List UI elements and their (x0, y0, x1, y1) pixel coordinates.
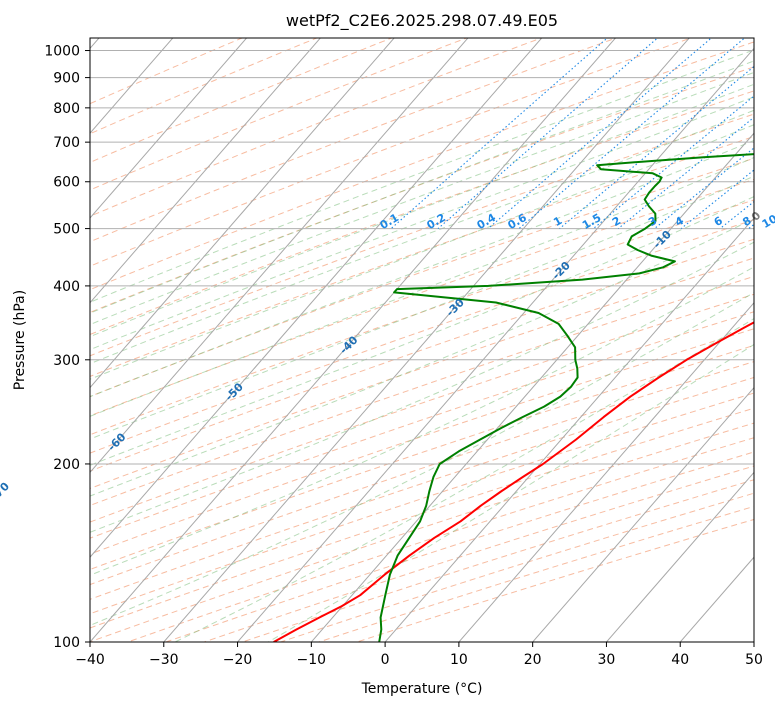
x-tick-label: −40 (75, 652, 105, 668)
x-tick-label: −10 (297, 652, 327, 668)
dry-adiabat-line (90, 136, 754, 377)
x-tick-label: 30 (598, 652, 616, 668)
moist-adiabat-line (90, 60, 754, 314)
dry-adiabat-line (126, 437, 754, 642)
isotherm-line (90, 38, 469, 474)
isotherm-line (753, 641, 754, 642)
moist-adiabat-line (173, 317, 754, 642)
temperature-profile-line (273, 321, 754, 642)
isotherm-line (90, 38, 322, 304)
dry-adiabat-line (90, 293, 754, 523)
y-tick-label: 1000 (44, 44, 80, 60)
dry-adiabat-line (90, 66, 754, 314)
dewpoint-profile-line (378, 153, 754, 642)
plot-frame (89, 37, 755, 643)
mixing-ratio-line (559, 65, 754, 230)
isotherm-line (310, 132, 754, 642)
x-tick-label: 10 (450, 652, 468, 668)
moist-adiabat-line (90, 96, 754, 351)
y-tick-label: 400 (53, 279, 80, 295)
series-layer (273, 153, 754, 642)
y-tick-label: 500 (53, 222, 80, 238)
x-tick-label: 40 (671, 652, 689, 668)
isotherm-line (90, 38, 617, 642)
isotherm-line (532, 386, 754, 642)
dry-adiabat-line (90, 199, 754, 436)
isotherm-line (90, 38, 543, 558)
dry-adiabat-line (355, 518, 754, 642)
dry-adiabat-line (90, 38, 468, 191)
moist-adiabat-line (90, 218, 754, 497)
y-tick-label: 800 (53, 101, 80, 117)
dry-adiabat-line (90, 38, 393, 164)
moist-adiabat-line (90, 175, 754, 440)
chart-title: wetPf2_C2E6.2025.298.07.49.E05 (286, 11, 558, 31)
dry-adiabat-line (90, 38, 319, 135)
dry-adiabat-line (90, 392, 754, 615)
mixing-ratio-line (771, 26, 775, 229)
mixing-ratio-label: 10 (760, 212, 775, 231)
mixing-ratio-label: 6 (712, 214, 725, 229)
dry-adiabat-line (90, 38, 693, 267)
moist-adiabat-line (90, 241, 754, 533)
y-tick-label: 100 (53, 635, 80, 651)
mixing-ratio-line (654, 147, 754, 230)
isotherm-line (384, 217, 754, 642)
dry-adiabat-line (90, 178, 754, 417)
isotherm-line (458, 302, 754, 642)
axis-ticks: −40 −30 −20 −10 0 10 20 30 40 50 100 200 300 400 500 60… (44, 44, 763, 668)
x-tick-label: 50 (745, 652, 763, 668)
dry-adiabat-line (164, 451, 754, 642)
dry-adiabat-line (90, 275, 754, 507)
dry-adiabat-line (90, 38, 244, 105)
isotherm-line (163, 38, 690, 642)
x-tick-label: 20 (524, 652, 542, 668)
y-axis-label: Pressure (hPa) (12, 290, 28, 390)
dry-adiabat-line (90, 238, 754, 472)
moist-adiabat-line (90, 291, 754, 626)
moist-adiabat-line (90, 266, 754, 576)
y-tick-label: 600 (53, 175, 80, 191)
y-tick-label: 300 (53, 353, 80, 369)
x-axis-label: Temperature (°C) (361, 681, 483, 697)
dry-adiabat-line (90, 38, 618, 243)
dry-adiabat-line (90, 361, 754, 586)
isotherm-line (236, 47, 754, 642)
x-tick-label: −30 (149, 652, 179, 668)
dry-adiabat-line (279, 492, 754, 642)
dry-adiabat-line (90, 113, 754, 357)
y-tick-label: 900 (53, 71, 80, 87)
y-tick-label: 200 (53, 457, 80, 473)
background-lines (90, 26, 775, 642)
x-tick-label: −20 (223, 652, 253, 668)
isotherm-line (605, 471, 754, 642)
isotherm-label: -70 (0, 479, 12, 502)
moist-adiabat-line (267, 343, 754, 642)
dry-adiabat-line (90, 38, 543, 217)
mixing-ratio-label: 4 (673, 214, 686, 229)
mixing-ratio-line (487, 38, 713, 230)
dry-adiabat-line (90, 41, 754, 291)
isotherm-line (90, 38, 248, 219)
dry-adiabat-line (90, 157, 754, 398)
x-tick-label: 0 (381, 652, 390, 668)
moist-adiabat-line (90, 109, 754, 365)
moist-adiabat-line (90, 139, 754, 398)
dry-adiabat-line (240, 479, 754, 642)
mixing-ratio-line (437, 38, 659, 230)
moist-adiabat-line (90, 49, 754, 303)
isotherm-line (90, 38, 174, 134)
mixing-ratio-line (593, 95, 754, 230)
mixing-ratio-line (680, 169, 754, 230)
moist-adiabat-line (90, 83, 754, 338)
moist-adiabat-line (90, 156, 754, 417)
mixing-ratio-line (748, 223, 754, 230)
mixing-ratio-line (390, 38, 609, 230)
isotherm-line (90, 38, 395, 389)
y-tick-label: 700 (53, 135, 80, 151)
dry-adiabat-line (90, 328, 754, 555)
